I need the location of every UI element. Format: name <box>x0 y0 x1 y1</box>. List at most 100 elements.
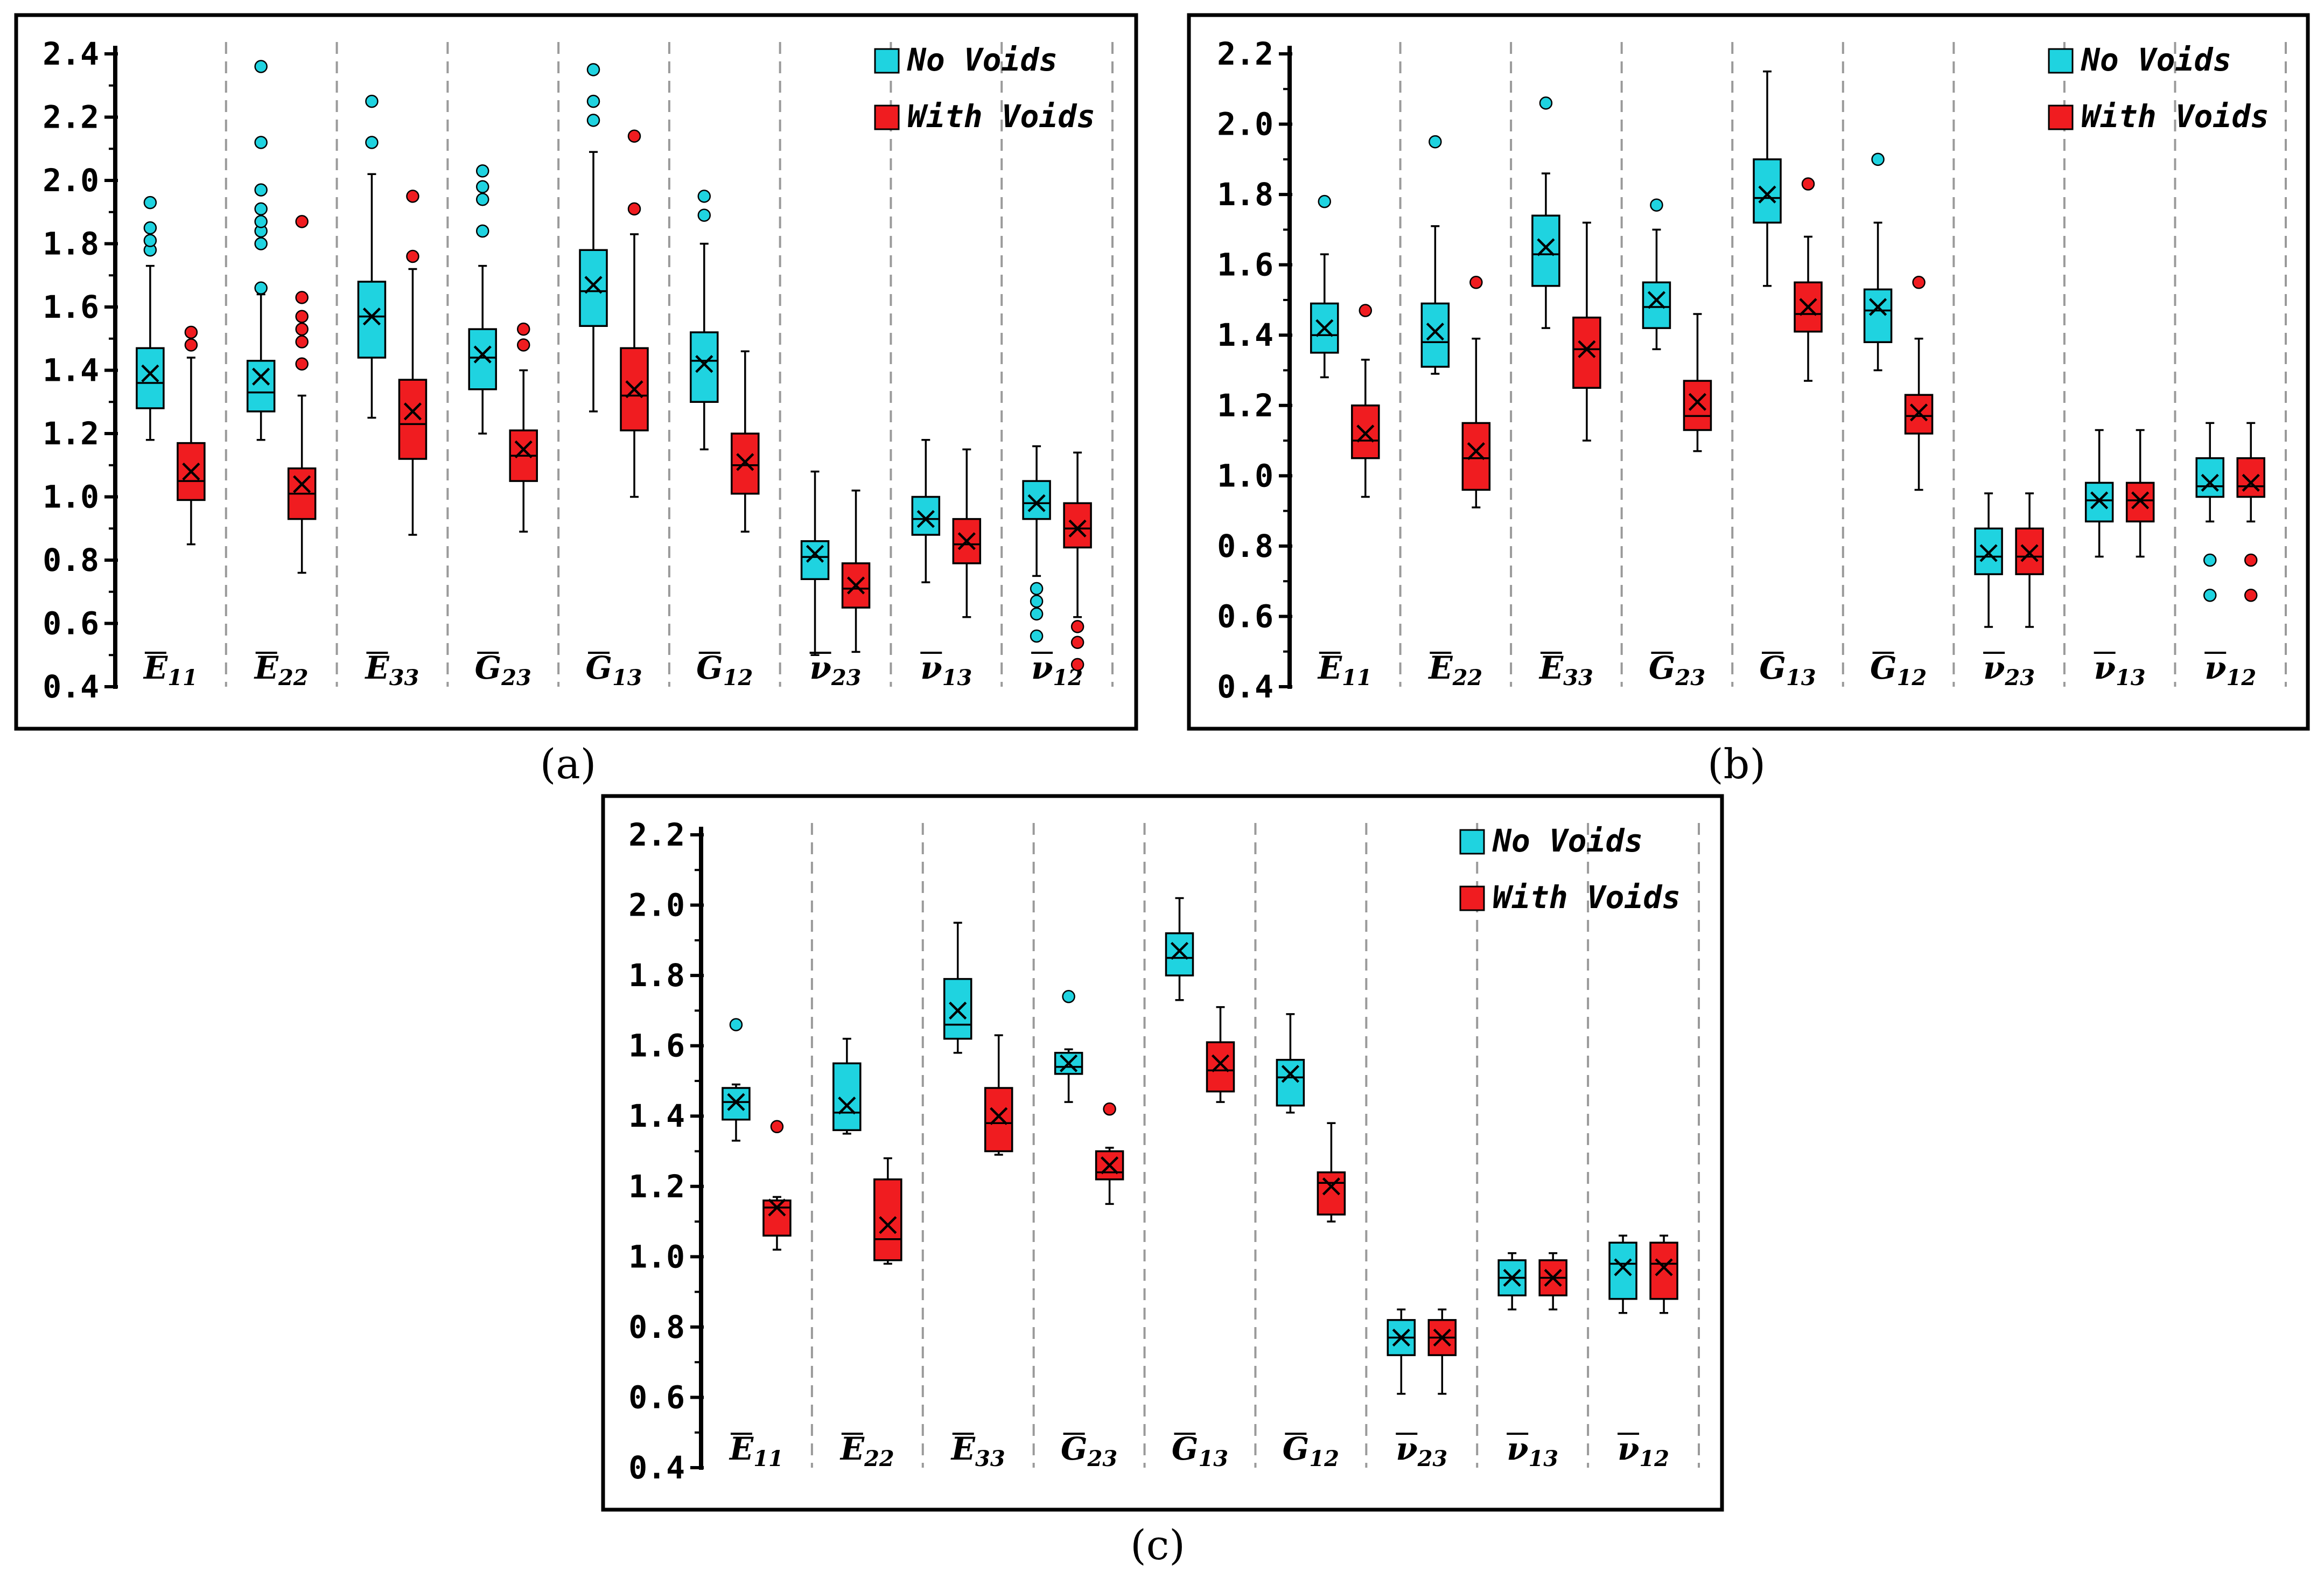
outlier-point <box>1429 135 1442 149</box>
outlier-point <box>697 208 711 222</box>
outlier-point <box>586 114 600 127</box>
box-with-voids <box>1095 1102 1124 1205</box>
y-tick-label: 0.6 <box>628 1379 685 1415</box>
outlier-point <box>2203 553 2217 567</box>
box-body <box>873 1178 902 1261</box>
box-body <box>762 1199 792 1237</box>
outlier-point <box>1103 1102 1116 1116</box>
box-no-voids <box>246 60 276 441</box>
category-label: G12 <box>1283 1431 1339 1471</box>
mean-marker <box>2201 473 2219 492</box>
category-symbol: G <box>1283 1431 1310 1467</box>
box-no-voids <box>1022 445 1051 643</box>
mean-marker <box>736 453 754 471</box>
category-subscript: 12 <box>723 665 753 690</box>
category-symbol: G <box>1759 650 1786 686</box>
box-with-voids <box>1904 276 1934 491</box>
outlier-point <box>2244 589 2258 602</box>
outlier-point <box>1070 620 1084 633</box>
box-body <box>1317 1171 1346 1216</box>
box-with-voids <box>731 350 760 533</box>
box-with-voids <box>762 1120 792 1251</box>
category-symbol: E <box>1317 650 1342 686</box>
category-subscript: 12 <box>1309 1446 1339 1471</box>
outlier-point <box>295 335 309 348</box>
box-body <box>2015 527 2044 575</box>
box-body <box>136 347 165 409</box>
outlier-point <box>475 180 489 193</box>
y-tick-label: 2.4 <box>43 36 99 72</box>
outlier-point <box>184 338 198 352</box>
box-no-voids <box>357 94 387 419</box>
y-tick-label: 0.8 <box>43 542 99 578</box>
y-tick-label: 1.2 <box>1217 387 1273 424</box>
mean-marker <box>1758 185 1776 204</box>
panel-label: (b) <box>1707 740 1766 788</box>
category-symbol: G <box>585 650 612 686</box>
outlier-point <box>2203 589 2217 602</box>
legend-swatch <box>874 104 900 130</box>
outlier-point <box>143 196 157 210</box>
mean-marker <box>584 276 603 294</box>
mean-marker <box>1868 298 1887 316</box>
box-body <box>246 360 276 413</box>
box-no-voids <box>1387 1308 1416 1395</box>
category-label: ν13 <box>920 650 972 690</box>
mean-marker <box>806 545 824 563</box>
category-subscript: 12 <box>1896 665 1927 690</box>
y-tick-label: 1.8 <box>628 957 685 994</box>
category-label: E22 <box>254 650 309 690</box>
box-body <box>952 518 982 564</box>
mean-marker <box>514 440 533 458</box>
box-body <box>1572 316 1601 389</box>
outlier-point <box>1871 152 1885 166</box>
category-label: E22 <box>839 1431 894 1471</box>
category-subscript: 13 <box>2116 665 2146 690</box>
category-symbol: G <box>475 650 502 686</box>
mean-marker <box>1027 494 1046 512</box>
mean-marker <box>473 345 492 364</box>
category-label: ν12 <box>2204 650 2256 690</box>
box-no-voids <box>2084 429 2114 558</box>
category-label: G12 <box>696 650 753 690</box>
outlier-point <box>627 129 641 143</box>
box-with-voids <box>841 490 871 653</box>
box-with-voids <box>873 1157 902 1265</box>
category-symbol: E <box>364 650 389 686</box>
category-label: G23 <box>1649 650 1705 690</box>
category-symbol: G <box>1172 1431 1199 1467</box>
category-label: ν13 <box>1507 1431 1558 1471</box>
outlier-point <box>406 190 419 203</box>
y-tick-label: 1.4 <box>1217 317 1273 353</box>
category-label: E33 <box>364 650 419 690</box>
category-label: E22 <box>1427 650 1482 690</box>
box-with-voids <box>509 322 538 533</box>
y-tick-label: 1.6 <box>628 1028 685 1064</box>
outlier-point <box>1539 96 1553 110</box>
mean-marker <box>2242 473 2260 492</box>
outlier-point <box>295 357 309 371</box>
category-label: G23 <box>1061 1431 1117 1471</box>
y-tick-label: 0.4 <box>628 1449 685 1486</box>
box-body <box>1276 1059 1305 1107</box>
category-label: E33 <box>950 1431 1005 1471</box>
box-no-voids <box>1531 96 1560 329</box>
mean-marker <box>1688 393 1707 411</box>
panel-frame <box>601 794 1724 1512</box>
box-body <box>1642 281 1671 329</box>
category-subscript: 12 <box>1639 1446 1669 1471</box>
category-subscript: 33 <box>1563 665 1593 690</box>
y-tick-label: 1.6 <box>43 289 99 325</box>
box-body <box>832 1062 862 1132</box>
box-no-voids <box>1863 152 1893 372</box>
outlier-point <box>254 136 268 149</box>
mean-marker <box>403 402 422 421</box>
category-subscript: 23 <box>831 665 862 690</box>
y-tick-label: 1.2 <box>43 415 99 452</box>
box-body <box>2236 457 2265 498</box>
mean-marker <box>1392 1328 1410 1347</box>
mean-marker <box>1655 1258 1673 1276</box>
category-symbol: E <box>950 1431 976 1467</box>
outlier-point <box>295 291 309 304</box>
category-symbol: ν <box>2204 650 2226 686</box>
